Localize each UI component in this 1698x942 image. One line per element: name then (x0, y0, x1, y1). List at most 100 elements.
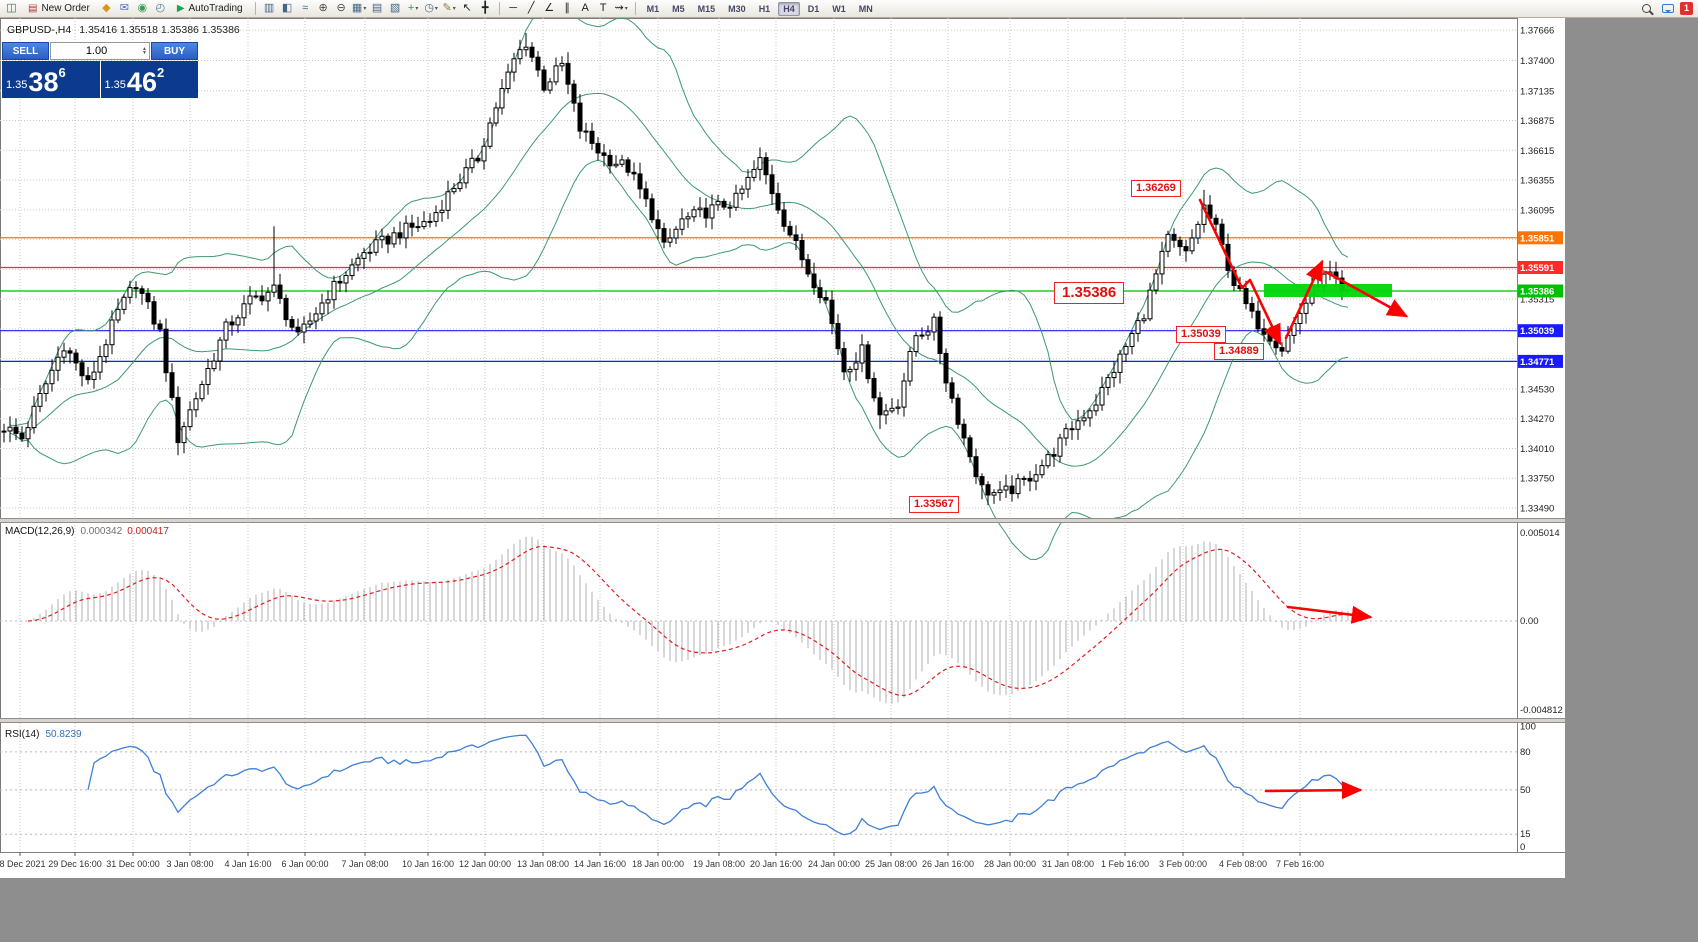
add-indicator-icon[interactable]: + ▾ (405, 1, 422, 16)
dropdown-caret-icon[interactable]: ▾ (415, 5, 419, 12)
dropdown-caret-icon[interactable]: ▾ (434, 5, 438, 12)
arrows-icon[interactable]: ⇝ ▾ (613, 1, 630, 16)
bollinger-bands (9, 8, 1349, 561)
chart-shift-icon[interactable]: ▧ (387, 1, 404, 16)
autotrading-button[interactable]: ▶ AutoTrading (170, 1, 250, 16)
bounce-up-arrow[interactable] (1284, 259, 1324, 340)
bid-price-panel[interactable]: 1.35 38 6 (2, 61, 100, 98)
sell-button[interactable]: SELL (2, 42, 49, 60)
sound-icon[interactable]: ◉ (134, 1, 151, 16)
volume-up-icon[interactable]: ▲ (142, 46, 147, 52)
timeframe-d1-button[interactable]: D1 (803, 2, 825, 16)
price-axis-label: 1.33750 (1520, 474, 1554, 485)
ask-prefix: 1.35 (104, 79, 126, 91)
mail-icon[interactable]: ✉ (116, 1, 133, 16)
price-axis-label: 1.34010 (1520, 444, 1554, 455)
macd-label: MACD(12,26,9) 0.000342 0.000417 (5, 526, 169, 537)
auto-scroll-icon[interactable]: ▤ (369, 1, 386, 16)
time-axis-label: 3 Jan 08:00 (166, 859, 213, 869)
timeframe-m15-button[interactable]: M15 (693, 2, 721, 16)
price-axis-label: 1.37400 (1520, 56, 1554, 67)
dropdown-caret-icon[interactable]: ▾ (363, 5, 367, 12)
chat-icon[interactable] (1661, 4, 1674, 13)
candlestick-chart-icon[interactable]: ◧ (279, 1, 296, 16)
search-icon[interactable] (1641, 4, 1651, 13)
volume-down-icon[interactable]: ▼ (142, 50, 147, 56)
price-annotation-box[interactable]: 1.35039 (1176, 326, 1226, 343)
notification-badge[interactable]: 1 (1679, 2, 1693, 15)
bar-chart-icon[interactable]: ▥ (261, 1, 278, 16)
highlight-zone[interactable] (1264, 284, 1392, 297)
news-icon[interactable]: ◴ (152, 1, 169, 16)
line-chart-icon[interactable]: ≈ (297, 1, 314, 16)
horizontal-line-icon[interactable]: ─ (505, 1, 522, 16)
downtrend-arrow[interactable] (1198, 198, 1282, 346)
channel-icon: ∥ (564, 2, 570, 14)
time-axis-label: 3 Feb 00:00 (1159, 859, 1207, 869)
dropdown-caret-icon[interactable]: ▾ (452, 5, 456, 12)
horizontal-price-lines[interactable] (0, 237, 1517, 362)
zoom-out-icon[interactable]: ⊖ (333, 1, 350, 16)
text-icon[interactable]: A (577, 1, 594, 16)
rsi-axis-label: 0 (1520, 842, 1525, 853)
trend-arrows[interactable] (1198, 198, 1409, 800)
timeframe-m5-button[interactable]: M5 (667, 2, 690, 16)
profiles-icon: ◆ (102, 2, 111, 14)
ask-price-panel[interactable]: 1.35 46 2 (100, 61, 198, 98)
price-annotation-box[interactable]: 1.33567 (909, 496, 959, 513)
tile-windows-icon: ▦ (351, 2, 363, 14)
crosshair-icon[interactable]: ╋ (477, 1, 494, 16)
price-annotation-box[interactable]: 1.36269 (1131, 180, 1181, 197)
rsi-trend-arrow[interactable] (1264, 781, 1363, 800)
volume-spinner[interactable]: ▲ ▼ (142, 46, 149, 56)
rsi-axis-label: 15 (1520, 829, 1531, 840)
timeframe-h1-button[interactable]: H1 (754, 2, 776, 16)
trendline-icon: ╱ (527, 2, 535, 14)
timeframe-h4-button[interactable]: H4 (778, 1, 800, 16)
sound-icon: ◉ (137, 2, 148, 14)
price-axis-label: 1.35315 (1520, 295, 1554, 306)
zoom-in-icon[interactable]: ⊕ (315, 1, 332, 16)
tile-windows-icon[interactable]: ▦ ▾ (351, 1, 368, 16)
trendline-icon[interactable]: ╱ (523, 1, 540, 16)
period-icon[interactable]: ◷ ▾ (423, 1, 440, 16)
time-axis-label: 24 Jan 00:00 (808, 859, 860, 869)
new-order-button[interactable]: ▤ New Order (21, 1, 97, 16)
timeframe-m1-button[interactable]: M1 (642, 2, 665, 16)
volume-field[interactable]: 1.00 ▲ ▼ (50, 42, 150, 60)
price-axis[interactable]: 1.37666 1.37400 1.37135 1.36875 1.36615 1.363… (1517, 18, 1565, 853)
timeframe-m30-button[interactable]: M30 (723, 2, 751, 16)
chart-symbol-line: GBPUSD-,H4 1.35416 1.35518 1.35386 1.3538… (7, 24, 240, 36)
rsi-axis-label: 100 (1520, 722, 1536, 733)
template-icon[interactable]: ✎ ▾ (441, 1, 458, 16)
price-line-axis-box: 1.34771 (1520, 357, 1555, 368)
rsi-axis-label: 80 (1520, 747, 1531, 758)
cursor-icon[interactable]: ↖ (459, 1, 476, 16)
volume-value[interactable]: 1.00 (85, 45, 108, 57)
channel-icon[interactable]: ∥ (559, 1, 576, 16)
price-axis-label: 1.36875 (1520, 116, 1554, 127)
timeframe-mn-button[interactable]: MN (854, 2, 878, 16)
price-annotation-box[interactable]: 1.34889 (1214, 343, 1264, 360)
panel-separators[interactable] (0, 518, 1565, 723)
macd-trend-arrow[interactable] (1286, 605, 1373, 624)
time-axis-label: 14 Jan 16:00 (574, 859, 626, 869)
pullback-arrow[interactable] (1324, 270, 1409, 318)
timeframe-w1-button[interactable]: W1 (827, 2, 851, 16)
time-axis-label: 10 Jan 16:00 (402, 859, 454, 869)
time-axis-label: 26 Jan 16:00 (922, 859, 974, 869)
rsi-value: 50.8239 (45, 729, 82, 740)
crosshair-icon: ╋ (481, 2, 489, 14)
profiles-icon[interactable]: ◆ (98, 1, 115, 16)
dropdown-caret-icon[interactable]: ▾ (624, 5, 628, 12)
price-annotation-box[interactable]: 1.35386 (1054, 282, 1125, 304)
angle-trendline-icon[interactable]: ∠ (541, 1, 558, 16)
price-line-axis-box: 1.35851 (1520, 233, 1555, 244)
new-chart-icon[interactable]: ◫ (3, 1, 20, 16)
ask-big-digits: 46 (126, 67, 157, 97)
buy-button[interactable]: BUY (151, 42, 198, 60)
bar-chart-icon: ▥ (263, 2, 275, 14)
text-label-icon[interactable]: T (595, 1, 612, 16)
